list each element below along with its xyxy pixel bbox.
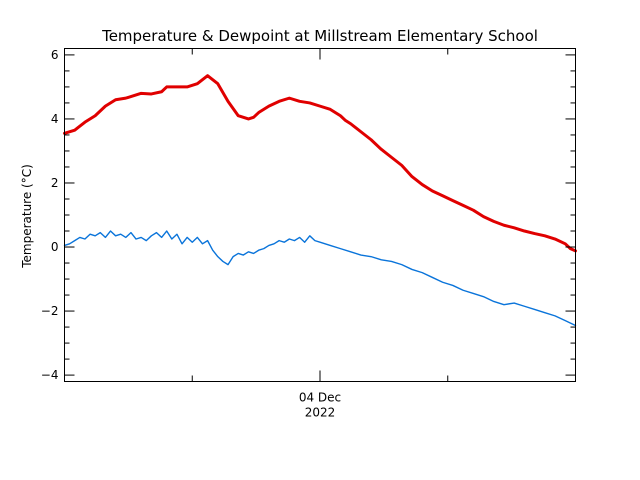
y-tick-label: −2 (41, 304, 59, 318)
ticks-layer (64, 48, 576, 382)
chart-title: Temperature & Dewpoint at Millstream Ele… (101, 27, 538, 45)
y-tick-label: 6 (51, 48, 59, 62)
series-line-2 (63, 230, 577, 327)
y-axis-label: Temperature (°C) (20, 164, 34, 269)
y-tick-label: 4 (51, 112, 59, 126)
y-tick-label: −4 (41, 368, 59, 382)
series-line-1 (63, 74, 577, 253)
x-tick-sublabel: 2022 (305, 406, 336, 420)
x-tick-label: 04 Dec (299, 391, 341, 405)
y-tick-label: 2 (51, 176, 59, 190)
plot-frame (64, 48, 576, 382)
y-tick-label: 0 (51, 240, 59, 254)
series-layer (63, 74, 577, 327)
